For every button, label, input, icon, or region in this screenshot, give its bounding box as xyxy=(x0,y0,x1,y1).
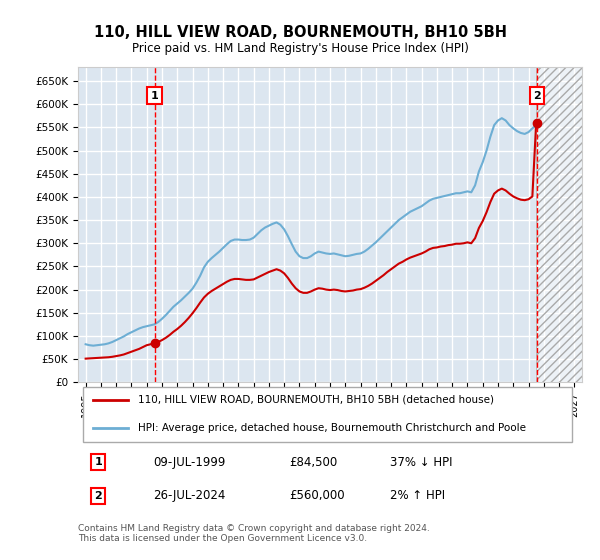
Text: 2: 2 xyxy=(533,91,541,101)
Text: 1: 1 xyxy=(151,91,158,101)
Text: £560,000: £560,000 xyxy=(290,489,346,502)
Text: Contains HM Land Registry data © Crown copyright and database right 2024.
This d: Contains HM Land Registry data © Crown c… xyxy=(78,524,430,543)
Bar xyxy=(536,67,582,382)
Text: HPI: Average price, detached house, Bournemouth Christchurch and Poole: HPI: Average price, detached house, Bour… xyxy=(139,423,526,433)
Text: 09-JUL-1999: 09-JUL-1999 xyxy=(154,456,226,469)
Text: 110, HILL VIEW ROAD, BOURNEMOUTH, BH10 5BH (detached house): 110, HILL VIEW ROAD, BOURNEMOUTH, BH10 5… xyxy=(139,395,494,405)
Text: 1: 1 xyxy=(94,457,102,467)
Text: 37% ↓ HPI: 37% ↓ HPI xyxy=(391,456,453,469)
Text: £84,500: £84,500 xyxy=(290,456,338,469)
FancyBboxPatch shape xyxy=(83,386,572,442)
Text: 2: 2 xyxy=(94,491,102,501)
Text: 2% ↑ HPI: 2% ↑ HPI xyxy=(391,489,446,502)
Text: Price paid vs. HM Land Registry's House Price Index (HPI): Price paid vs. HM Land Registry's House … xyxy=(131,42,469,55)
Text: 110, HILL VIEW ROAD, BOURNEMOUTH, BH10 5BH: 110, HILL VIEW ROAD, BOURNEMOUTH, BH10 5… xyxy=(94,25,506,40)
Text: 26-JUL-2024: 26-JUL-2024 xyxy=(154,489,226,502)
Bar xyxy=(536,67,582,382)
